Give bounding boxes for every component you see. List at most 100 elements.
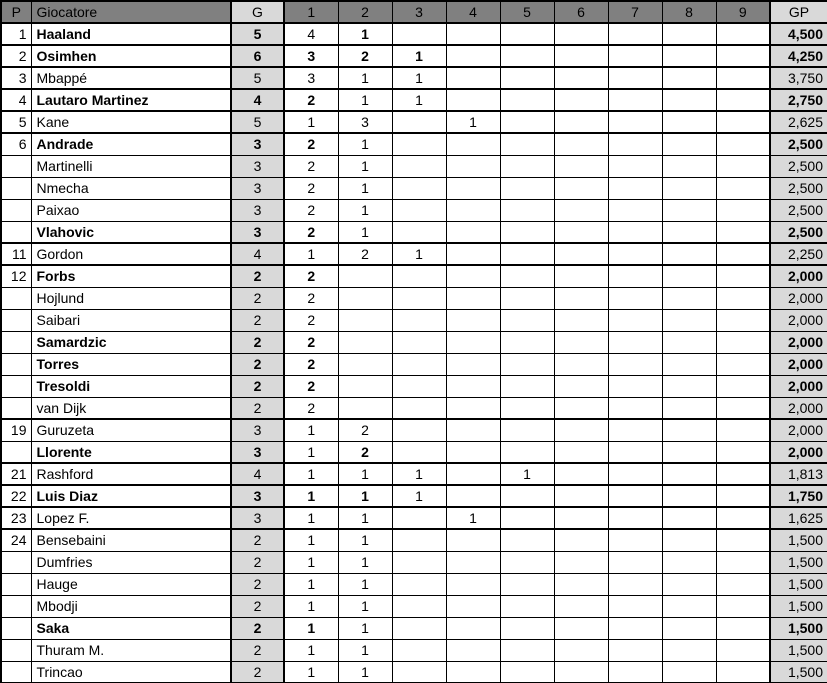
cell-points[interactable]: 2,500	[769, 154, 827, 178]
cell-goals-1[interactable]: 3	[283, 44, 339, 68]
header-2[interactable]: 2	[337, 0, 393, 24]
cell-goals-7[interactable]	[607, 462, 663, 486]
cell-rank[interactable]	[0, 286, 32, 310]
cell-points[interactable]: 2,500	[769, 198, 827, 222]
cell-goals-9[interactable]	[715, 110, 771, 134]
cell-goals-5[interactable]	[499, 352, 555, 376]
cell-goals-7[interactable]	[607, 506, 663, 530]
cell-goals-1[interactable]: 2	[283, 220, 339, 244]
cell-games[interactable]: 4	[230, 462, 285, 486]
cell-goals-9[interactable]	[715, 638, 771, 662]
cell-games[interactable]: 2	[230, 352, 285, 376]
cell-points[interactable]: 1,500	[769, 638, 827, 662]
cell-goals-4[interactable]	[445, 572, 501, 596]
cell-goals-2[interactable]: 2	[337, 418, 393, 442]
cell-goals-7[interactable]	[607, 88, 663, 112]
cell-goals-4[interactable]	[445, 132, 501, 156]
cell-goals-9[interactable]	[715, 154, 771, 178]
cell-goals-7[interactable]	[607, 176, 663, 200]
cell-goals-5[interactable]	[499, 638, 555, 662]
cell-goals-5[interactable]	[499, 242, 555, 266]
cell-goals-7[interactable]	[607, 22, 663, 46]
cell-goals-3[interactable]	[391, 220, 447, 244]
cell-goals-6[interactable]	[553, 44, 609, 68]
cell-goals-2[interactable]	[337, 352, 393, 376]
cell-goals-6[interactable]	[553, 132, 609, 156]
cell-games[interactable]: 4	[230, 242, 285, 266]
header-6[interactable]: 6	[553, 0, 609, 24]
cell-goals-1[interactable]: 2	[283, 286, 339, 310]
cell-goals-9[interactable]	[715, 616, 771, 640]
cell-goals-1[interactable]: 1	[283, 242, 339, 266]
cell-goals-2[interactable]: 1	[337, 198, 393, 222]
cell-player[interactable]: Hojlund	[30, 286, 232, 310]
cell-goals-4[interactable]	[445, 264, 501, 288]
cell-rank[interactable]	[0, 616, 32, 640]
header-p[interactable]: P	[0, 0, 32, 24]
cell-player[interactable]: Samardzic	[30, 330, 232, 354]
cell-goals-2[interactable]	[337, 374, 393, 398]
cell-games[interactable]: 3	[230, 484, 285, 508]
cell-games[interactable]: 3	[230, 132, 285, 156]
cell-goals-4[interactable]	[445, 638, 501, 662]
cell-games[interactable]: 2	[230, 550, 285, 574]
cell-goals-3[interactable]: 1	[391, 462, 447, 486]
cell-goals-6[interactable]	[553, 462, 609, 486]
cell-goals-8[interactable]	[661, 550, 717, 574]
cell-points[interactable]: 4,500	[769, 22, 827, 46]
cell-goals-9[interactable]	[715, 550, 771, 574]
cell-goals-4[interactable]	[445, 550, 501, 574]
cell-goals-5[interactable]	[499, 396, 555, 420]
cell-player[interactable]: Thuram M.	[30, 638, 232, 662]
cell-goals-3[interactable]	[391, 528, 447, 552]
cell-rank[interactable]	[0, 396, 32, 420]
cell-goals-8[interactable]	[661, 176, 717, 200]
cell-goals-9[interactable]	[715, 88, 771, 112]
cell-goals-2[interactable]: 1	[337, 462, 393, 486]
cell-goals-8[interactable]	[661, 528, 717, 552]
cell-goals-9[interactable]	[715, 594, 771, 618]
cell-goals-5[interactable]	[499, 264, 555, 288]
cell-rank[interactable]	[0, 176, 32, 200]
cell-goals-3[interactable]	[391, 22, 447, 46]
cell-rank[interactable]: 6	[0, 132, 32, 156]
cell-points[interactable]: 2,000	[769, 308, 827, 332]
cell-goals-1[interactable]: 1	[283, 638, 339, 662]
cell-goals-3[interactable]	[391, 132, 447, 156]
cell-goals-9[interactable]	[715, 198, 771, 222]
cell-goals-7[interactable]	[607, 154, 663, 178]
cell-games[interactable]: 5	[230, 22, 285, 46]
cell-player[interactable]: Rashford	[30, 462, 232, 486]
cell-player[interactable]: Forbs	[30, 264, 232, 288]
cell-goals-9[interactable]	[715, 220, 771, 244]
cell-goals-1[interactable]: 1	[283, 418, 339, 442]
cell-goals-7[interactable]	[607, 550, 663, 574]
cell-goals-4[interactable]	[445, 66, 501, 90]
cell-goals-8[interactable]	[661, 22, 717, 46]
cell-rank[interactable]	[0, 550, 32, 574]
header-3[interactable]: 3	[391, 0, 447, 24]
cell-points[interactable]: 2,000	[769, 396, 827, 420]
cell-goals-9[interactable]	[715, 176, 771, 200]
cell-player[interactable]: Martinelli	[30, 154, 232, 178]
cell-points[interactable]: 2,500	[769, 220, 827, 244]
cell-goals-1[interactable]: 4	[283, 22, 339, 46]
cell-goals-1[interactable]: 2	[283, 154, 339, 178]
cell-player[interactable]: Torres	[30, 352, 232, 376]
cell-goals-4[interactable]	[445, 88, 501, 112]
cell-games[interactable]: 3	[230, 220, 285, 244]
cell-rank[interactable]: 1	[0, 22, 32, 46]
cell-player[interactable]: Gordon	[30, 242, 232, 266]
cell-goals-5[interactable]: 1	[499, 462, 555, 486]
cell-goals-6[interactable]	[553, 572, 609, 596]
cell-goals-8[interactable]	[661, 154, 717, 178]
cell-goals-1[interactable]: 2	[283, 308, 339, 332]
cell-goals-4[interactable]	[445, 330, 501, 354]
cell-goals-1[interactable]: 3	[283, 66, 339, 90]
cell-goals-3[interactable]	[391, 176, 447, 200]
cell-goals-9[interactable]	[715, 418, 771, 442]
cell-points[interactable]: 2,000	[769, 286, 827, 310]
cell-goals-6[interactable]	[553, 660, 609, 683]
cell-goals-3[interactable]: 1	[391, 44, 447, 68]
cell-games[interactable]: 3	[230, 506, 285, 530]
